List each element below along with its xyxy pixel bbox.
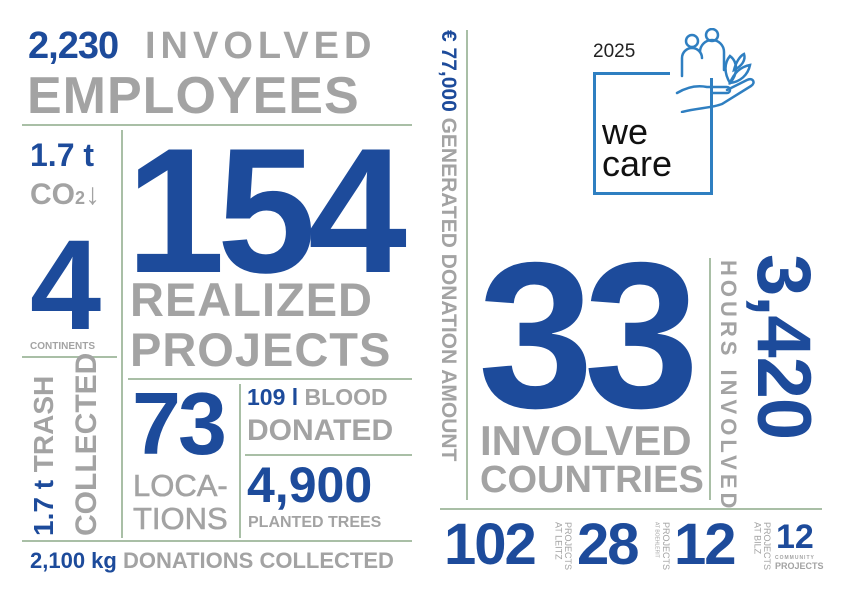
co2-text: CO (30, 178, 75, 211)
donations-line: 2,100 kg DONATIONS COLLECTED (30, 550, 394, 572)
down-arrow-icon: ↓ (85, 178, 101, 211)
trash-block: 1.7 t TRASH (28, 364, 110, 536)
donation-amount-value: € 77,000 (437, 30, 460, 112)
countries-label-1: INVOLVED (480, 417, 692, 464)
boehlerit-label-1: PROJECTS (660, 522, 671, 571)
donation-amount: € 77,000 GENERATED DONATION AMOUNT (437, 30, 460, 500)
leitz-value: 102 (444, 512, 537, 577)
community-label-2: PROJECTS (775, 561, 824, 571)
people-hand-plant-icon (675, 28, 755, 113)
logo-year: 2025 (593, 41, 636, 62)
divider (440, 508, 822, 510)
hours-label: HOURS INVOLVED (716, 260, 741, 513)
logo-care: care (602, 143, 673, 184)
divider (22, 124, 412, 126)
trees-label: PLANTED TREES (248, 514, 382, 531)
divider (22, 540, 412, 542)
co2-label: CO2↓ (30, 180, 100, 210)
projects-value: 154 (126, 111, 407, 310)
countries-value: 33 (478, 220, 699, 452)
divider (239, 384, 241, 538)
donations-value: 2,100 kg (30, 548, 117, 573)
co2-subscript: 2 (75, 188, 86, 208)
bilz-label-1: PROJECTS (761, 522, 772, 571)
divider (709, 258, 711, 500)
wecare-logo: 2025 we care (590, 28, 765, 198)
blood-label-2: DONATED (247, 414, 394, 447)
locations-value: 73 (132, 374, 227, 473)
locations-label-2: TIONS (133, 501, 228, 536)
boehlerit-value: 28 (577, 512, 639, 577)
blood-label-1: BLOOD (304, 384, 388, 410)
boehlerit-label: PROJECTS AT BOEHLERIT (652, 522, 670, 570)
leitz-label: PROJECTS AT LEITZ (553, 522, 572, 570)
trash-label-1: TRASH (28, 375, 59, 473)
trash-value: 1.7 t (28, 479, 59, 536)
locations-label-1: LOCA- (133, 468, 228, 503)
logo-frame (593, 72, 713, 195)
continents-label: CONTINENTS (30, 341, 95, 352)
employees-label-1: INVOLVED (145, 25, 377, 67)
divider (22, 356, 117, 358)
community-value: 12 (776, 518, 814, 556)
hours-value: 3,420 (741, 254, 826, 440)
countries-label-2: COUNTRIES (480, 459, 704, 501)
projects-label-1: REALIZED (130, 273, 373, 326)
blood-value: 109 l (247, 384, 299, 410)
employees-label-2: EMPLOYEES (27, 67, 360, 125)
logo-we: we (602, 111, 649, 152)
bilz-label-2: AT BILZ (752, 522, 763, 555)
donations-label: DONATIONS COLLECTED (122, 548, 394, 573)
community-label-1: COMMUNITY (775, 555, 815, 561)
boehlerit-label-2: AT BOEHLERIT (653, 522, 660, 558)
leitz-label-2: AT LEITZ (553, 522, 564, 560)
donation-amount-label: GENERATED DONATION AMOUNT (437, 117, 460, 462)
divider (466, 30, 468, 500)
bilz-value: 12 (674, 512, 736, 577)
blood-line-1: 109 l BLOOD (247, 386, 388, 409)
trees-value: 4,900 (247, 457, 373, 513)
trash-line-1: 1.7 t TRASH (28, 364, 59, 536)
divider (128, 378, 412, 380)
leitz-label-1: PROJECTS (562, 522, 573, 571)
employees-value: 2,230 (28, 25, 119, 67)
continents-value: 4 (30, 214, 102, 357)
divider (245, 454, 412, 456)
co2-value: 1.7 t (30, 137, 95, 173)
bilz-label: PROJECTS AT BILZ (752, 522, 771, 570)
projects-label-2: PROJECTS (130, 323, 392, 376)
divider (121, 130, 123, 538)
